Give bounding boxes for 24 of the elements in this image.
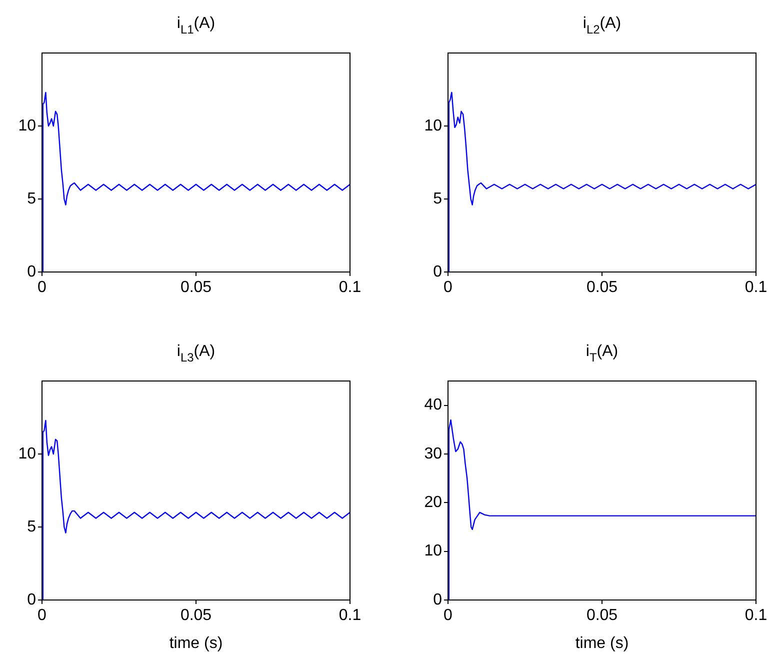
y-tick-label: 30	[424, 445, 442, 462]
y-tick-label: 5	[433, 190, 442, 208]
y-tick-label: 5	[27, 518, 36, 536]
y-tick-label: 40	[424, 396, 442, 414]
y-tick-label: 10	[424, 542, 442, 560]
x-tick-label: 0.1	[744, 279, 768, 296]
y-tick-label: 10	[18, 445, 36, 462]
x-tick-label: 0.1	[744, 607, 768, 624]
x-tick-label: 0.05	[586, 607, 618, 624]
x-tick-label: 0.1	[338, 607, 362, 624]
y-tick-label: 10	[424, 117, 442, 134]
y-tick-label: 0	[433, 263, 442, 280]
y-tick-label: 10	[18, 117, 36, 134]
x-tick-label: 0.05	[180, 279, 212, 296]
y-tick-label: 20	[424, 494, 442, 512]
y-tick-label: 5	[27, 190, 36, 208]
y-tick-label: 0	[27, 591, 36, 608]
x-tick-label: 0.05	[586, 279, 618, 296]
y-tick-label: 0	[433, 591, 442, 608]
x-axis-title: time (s)	[575, 635, 629, 652]
x-tick-label: 0.1	[338, 279, 362, 296]
x-tick-label: 0.05	[180, 607, 212, 624]
y-tick-label: 0	[27, 263, 36, 280]
x-axis-title: time (s)	[169, 635, 223, 652]
